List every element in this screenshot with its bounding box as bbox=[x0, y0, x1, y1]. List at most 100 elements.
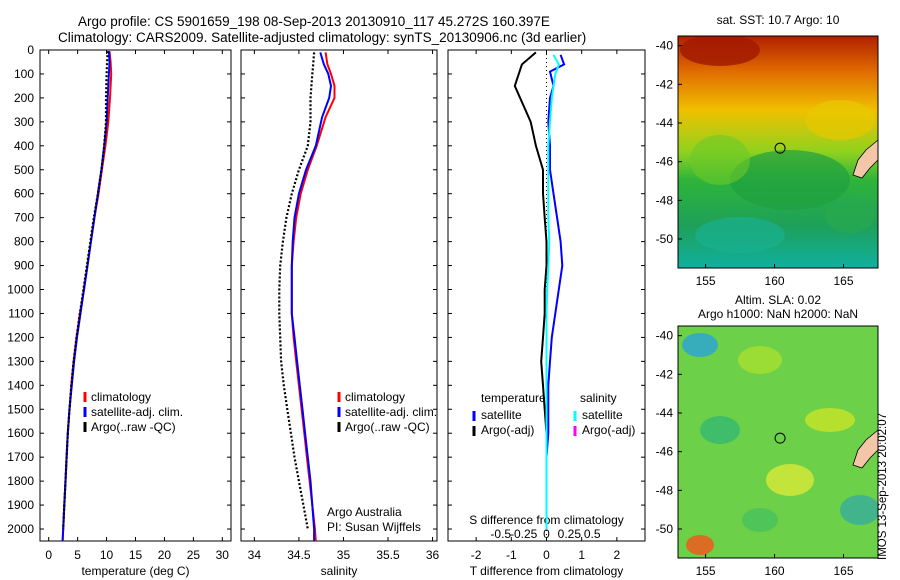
y-tick-label: 1900 bbox=[7, 498, 34, 512]
map-sla_map: -40 -42 -44 -46 -48 -50 155 160 165 Altim. SLA: 0… bbox=[656, 293, 879, 578]
map-x-tick-label: 165 bbox=[834, 564, 854, 578]
y-tick-label: 300 bbox=[14, 115, 34, 129]
x-tick-label: 0 bbox=[543, 548, 550, 562]
sst-map-field bbox=[678, 36, 878, 268]
map-y-tick-label: -46 bbox=[656, 155, 674, 169]
coastline-new-zealand-sst bbox=[852, 139, 879, 179]
map-frame bbox=[677, 35, 879, 269]
annotation-line-1: Argo Australia bbox=[327, 505, 402, 519]
map-sst_map: -40 -42 -44 -46 -48 -50 155 160 165 sat. SST: 10.… bbox=[656, 13, 879, 288]
x-tick-label: 34 bbox=[248, 548, 262, 562]
x-tick-label: 20 bbox=[158, 548, 172, 562]
panel-temperature: 0100200300400500600700800900100011001200… bbox=[7, 43, 232, 578]
y-tick-label: 1700 bbox=[7, 450, 34, 464]
x-tick-label: -2 bbox=[471, 548, 482, 562]
y-tick-label: 700 bbox=[14, 211, 34, 225]
x-tick-label: -1 bbox=[506, 548, 517, 562]
x-tick-label-secondary: -0.25 bbox=[510, 527, 538, 541]
map-y-tick-label: -40 bbox=[656, 329, 674, 343]
x-axis-label: T difference from climatology bbox=[470, 564, 624, 578]
x-tick-label: 5 bbox=[74, 548, 81, 562]
map-y-tick-label: -48 bbox=[656, 193, 674, 207]
series-line-temperature-satellite bbox=[545, 54, 566, 529]
map-y-tick-label: -50 bbox=[656, 522, 674, 536]
x-tick-label: 35 bbox=[337, 548, 351, 562]
map-x-tick-label: 160 bbox=[765, 274, 785, 288]
x-tick-label: 30 bbox=[216, 548, 230, 562]
map-y-tick-label: -46 bbox=[656, 445, 674, 459]
y-tick-label: 1400 bbox=[7, 378, 34, 392]
panel-salinity: 34 34.5 35 35.5 36 salinity climatologysatelli… bbox=[240, 49, 440, 578]
map-title: Altim. SLA: 0.02 bbox=[735, 293, 821, 307]
map-x-tick-label: 155 bbox=[696, 274, 716, 288]
y-tick-label: 1500 bbox=[7, 402, 34, 416]
y-tick-label: 100 bbox=[14, 67, 34, 81]
legend-label: Argo(..raw -QC) bbox=[345, 420, 430, 434]
x-tick-label-secondary: 0.25 bbox=[558, 527, 582, 541]
map-x-tick-label: 160 bbox=[765, 564, 785, 578]
legend-label: Argo(-adj) bbox=[582, 423, 635, 437]
map-y-tick-label: -48 bbox=[656, 483, 674, 497]
y-tick-label: 1300 bbox=[7, 354, 34, 368]
legend-label: climatology bbox=[345, 390, 405, 404]
x-tick-label-secondary: 0.5 bbox=[584, 527, 601, 541]
x-tick-label: 1 bbox=[578, 548, 585, 562]
x-axis-label: temperature (deg C) bbox=[81, 564, 189, 578]
legend-header-salinity: salinity bbox=[580, 391, 617, 405]
legend-label: satellite bbox=[582, 408, 623, 422]
map-title: sat. SST: 10.7 Argo: 10 bbox=[717, 13, 840, 27]
legend-label: satellite bbox=[481, 408, 522, 422]
map-y-tick-label: -44 bbox=[656, 406, 674, 420]
sla-map-field bbox=[678, 326, 878, 558]
legend-label: satellite-adj. clim. bbox=[345, 405, 437, 419]
x-tick-label: 35.5 bbox=[376, 548, 400, 562]
coastline-new-zealand-sla bbox=[852, 429, 879, 469]
legend-label: satellite-adj. clim. bbox=[91, 405, 183, 419]
x-tick-label-secondary: -0.5 bbox=[490, 527, 511, 541]
map-y-tick-label: -50 bbox=[656, 232, 674, 246]
legend-label: Argo(-adj) bbox=[481, 423, 534, 437]
map-y-tick-label: -40 bbox=[656, 39, 674, 53]
annotation-line-2: PI: Susan Wijffels bbox=[327, 520, 421, 534]
y-tick-label: 900 bbox=[14, 259, 34, 273]
map-frame bbox=[677, 325, 879, 559]
y-tick-label: 800 bbox=[14, 235, 34, 249]
argo-location-marker bbox=[774, 142, 786, 154]
x-tick-label: 0 bbox=[45, 548, 52, 562]
x-axis-label: salinity bbox=[321, 564, 358, 578]
legend-label: climatology bbox=[91, 390, 151, 404]
x-tick-label: 2 bbox=[614, 548, 621, 562]
x-tick-label: 10 bbox=[100, 548, 114, 562]
legend-header-temperature: temperature bbox=[481, 391, 546, 405]
plot-frame-temperature bbox=[39, 49, 232, 542]
y-tick-label: 1600 bbox=[7, 426, 34, 440]
x-tick-label: 15 bbox=[129, 548, 143, 562]
y-tick-label: 1800 bbox=[7, 474, 34, 488]
map-x-tick-label: 155 bbox=[696, 564, 716, 578]
series-line-salinity-satellite bbox=[545, 54, 560, 529]
y-tick-label: 1000 bbox=[7, 283, 34, 297]
x-tick-label: 25 bbox=[187, 548, 201, 562]
y-tick-label: 1200 bbox=[7, 330, 34, 344]
map-y-tick-label: -42 bbox=[656, 367, 674, 381]
y-tick-label: 200 bbox=[14, 91, 34, 105]
x-tick-label: 36 bbox=[426, 548, 440, 562]
y-tick-label: 600 bbox=[14, 187, 34, 201]
plot-frame-salinity bbox=[240, 49, 438, 542]
series-line-argo-raw-qc- bbox=[62, 51, 109, 530]
y-tick-label: 500 bbox=[14, 163, 34, 177]
header-line-1: Argo profile: CS 5901659_198 08-Sep-2013… bbox=[78, 14, 550, 29]
map-y-tick-label: -44 bbox=[656, 116, 674, 130]
series-line-argo-raw-qc- bbox=[278, 52, 316, 530]
header-line-2: Climatology: CARS2009. Satellite-adjuste… bbox=[58, 30, 587, 45]
y-tick-label: 400 bbox=[14, 139, 34, 153]
y-tick-label: 0 bbox=[27, 43, 34, 57]
legend-label: Argo(..raw -QC) bbox=[91, 420, 176, 434]
map-title-secondary: Argo h1000: NaN h2000: NaN bbox=[698, 307, 858, 321]
x-tick-label: 34.5 bbox=[287, 548, 311, 562]
map-y-tick-label: -42 bbox=[656, 77, 674, 91]
argo-location-marker bbox=[774, 432, 786, 444]
y-tick-label: 1100 bbox=[8, 306, 34, 320]
